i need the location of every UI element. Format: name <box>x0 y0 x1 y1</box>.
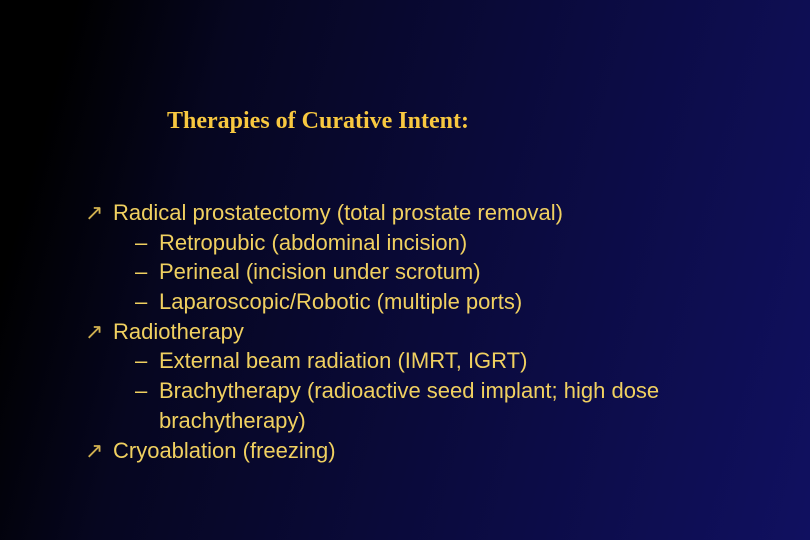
bullet-text: Cryoablation (freezing) <box>113 436 765 466</box>
sub-bullet-text: Brachytherapy (radioactive seed implant;… <box>159 376 765 435</box>
sub-bullet-item: – Retropubic (abdominal incision) <box>85 228 765 258</box>
bullet-text: Radiotherapy <box>113 317 765 347</box>
dash-icon: – <box>135 376 159 406</box>
arrow-up-right-icon: ↗ <box>85 198 113 228</box>
sub-bullet-item: – Perineal (incision under scrotum) <box>85 257 765 287</box>
slide-container: Therapies of Curative Intent: ↗ Radical … <box>0 0 810 540</box>
dash-icon: – <box>135 257 159 287</box>
dash-icon: – <box>135 346 159 376</box>
slide-body: ↗ Radical prostatectomy (total prostate … <box>85 198 765 465</box>
sub-bullet-text: Laparoscopic/Robotic (multiple ports) <box>159 287 765 317</box>
sub-bullet-item: – Brachytherapy (radioactive seed implan… <box>85 376 765 435</box>
dash-icon: – <box>135 287 159 317</box>
bullet-item: ↗ Radical prostatectomy (total prostate … <box>85 198 765 228</box>
arrow-up-right-icon: ↗ <box>85 436 113 466</box>
dash-icon: – <box>135 228 159 258</box>
sub-bullet-item: – External beam radiation (IMRT, IGRT) <box>85 346 765 376</box>
bullet-item: ↗ Radiotherapy <box>85 317 765 347</box>
sub-bullet-text: External beam radiation (IMRT, IGRT) <box>159 346 765 376</box>
sub-bullet-text: Retropubic (abdominal incision) <box>159 228 765 258</box>
bullet-item: ↗ Cryoablation (freezing) <box>85 436 765 466</box>
sub-bullet-text: Perineal (incision under scrotum) <box>159 257 765 287</box>
bullet-text: Radical prostatectomy (total prostate re… <box>113 198 765 228</box>
arrow-up-right-icon: ↗ <box>85 317 113 347</box>
slide-title: Therapies of Curative Intent: <box>167 108 469 135</box>
sub-bullet-item: – Laparoscopic/Robotic (multiple ports) <box>85 287 765 317</box>
